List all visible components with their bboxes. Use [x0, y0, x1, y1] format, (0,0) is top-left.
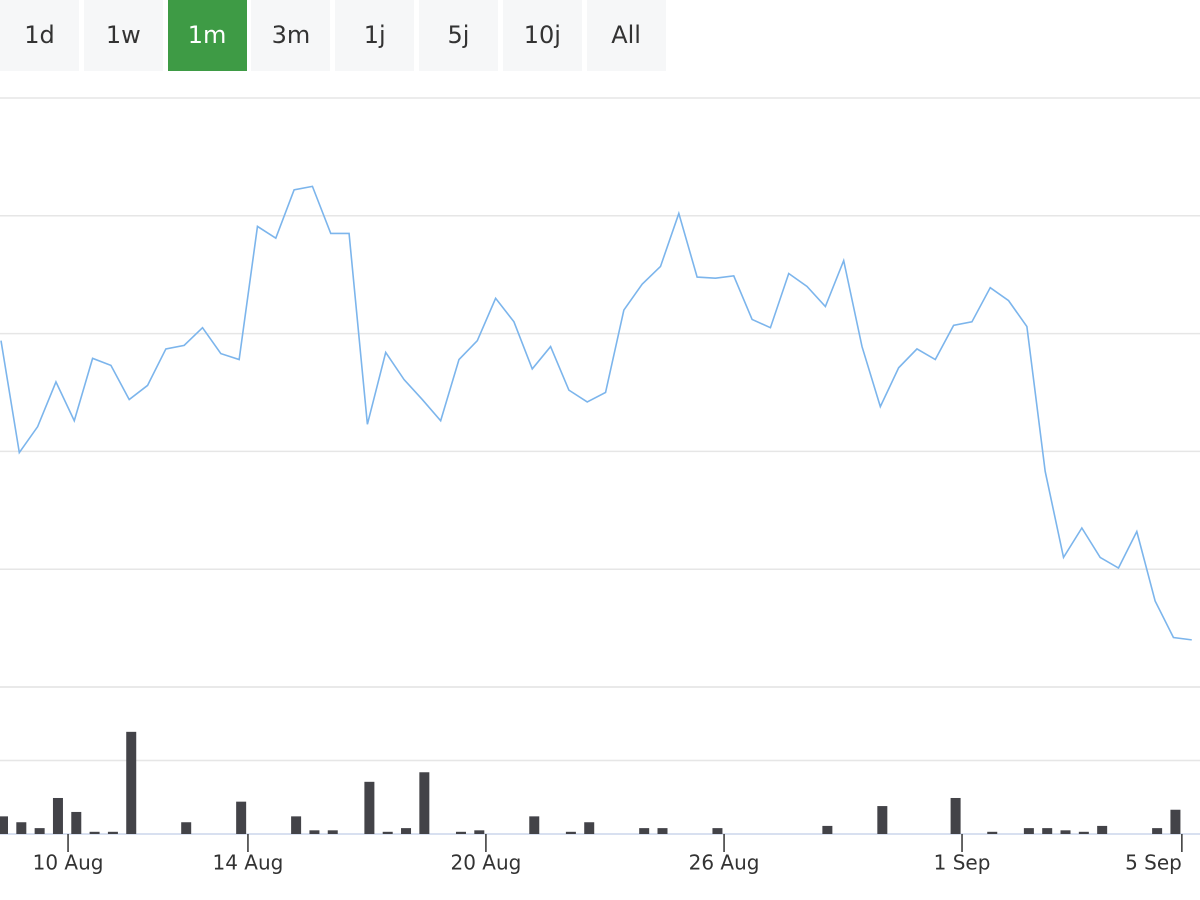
range-button[interactable]: 1d	[0, 0, 79, 71]
volume-bar	[419, 772, 430, 834]
range-button[interactable]: 1j	[335, 0, 415, 71]
volume-bar	[1152, 828, 1163, 834]
volume-bar	[1042, 828, 1053, 834]
volume-bar	[89, 831, 100, 834]
volume-bar	[987, 831, 998, 834]
x-tick-label: 26 Aug	[689, 851, 760, 875]
volume-bar	[1097, 825, 1108, 834]
range-button[interactable]: 3m	[251, 0, 331, 71]
volume-bar	[107, 831, 118, 834]
volume-bar	[71, 811, 82, 834]
volume-bar	[291, 816, 302, 834]
range-button[interactable]: All	[586, 0, 666, 71]
volume-bar	[16, 822, 27, 834]
x-tick-label: 1 Sep	[934, 851, 991, 875]
volume-bar	[181, 822, 192, 834]
x-tick-label: 14 Aug	[213, 851, 284, 875]
volume-bar	[401, 828, 412, 834]
price-line	[0, 185, 1192, 641]
range-button[interactable]: 1m	[167, 0, 247, 71]
volume-bar	[1170, 809, 1181, 834]
x-tick-label: 5 Sep	[1125, 851, 1182, 875]
volume-bar	[364, 781, 375, 834]
range-button[interactable]: 1w	[83, 0, 163, 71]
volume-bar	[877, 806, 888, 834]
volume-bar	[34, 828, 45, 834]
volume-bar	[565, 831, 576, 834]
volume-bar	[1060, 830, 1071, 834]
volume-bar	[584, 822, 595, 834]
volume-bar	[455, 831, 466, 834]
range-button[interactable]: 5j	[419, 0, 498, 71]
volume-bar	[382, 831, 393, 834]
volume-bar	[1023, 828, 1034, 834]
volume-bar	[52, 797, 63, 834]
volume-bar	[529, 816, 540, 834]
volume-bar	[950, 797, 961, 834]
volume-bar	[657, 828, 668, 834]
x-tick-label: 20 Aug	[450, 851, 521, 875]
volume-bar	[822, 825, 833, 834]
x-tick-label: 10 Aug	[33, 851, 104, 875]
volume-bar	[327, 830, 338, 834]
volume-bar	[126, 731, 137, 834]
volume-bar	[309, 830, 320, 834]
range-button[interactable]: 10j	[502, 0, 582, 71]
volume-bar	[1078, 831, 1089, 834]
volume-bar	[712, 828, 723, 834]
volume-bar	[0, 816, 8, 834]
volume-bar	[236, 801, 247, 834]
volume-bar	[639, 828, 650, 834]
volume-bar	[474, 830, 485, 834]
